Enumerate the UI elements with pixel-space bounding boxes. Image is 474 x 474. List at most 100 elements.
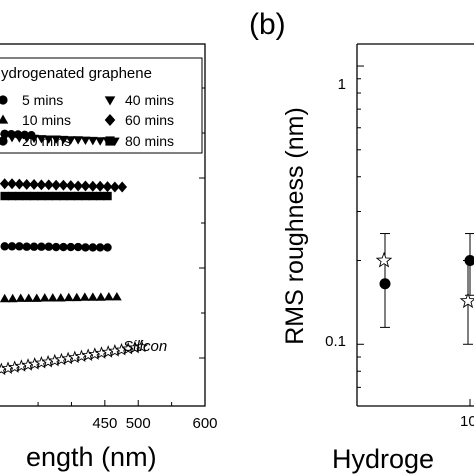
data-point — [110, 181, 120, 193]
data-point — [102, 137, 113, 146]
annotation-silicon: Silicon — [123, 338, 167, 355]
data-point — [51, 179, 61, 191]
data-point — [104, 291, 114, 301]
panel-a-y-ticks — [199, 87, 205, 359]
data-point — [36, 179, 47, 191]
data-point — [87, 292, 98, 301]
panel-b-series-circle — [379, 233, 474, 328]
data-point — [71, 292, 82, 302]
data-point — [20, 130, 29, 140]
panel-a-x-tick-label: 450 — [92, 415, 117, 432]
series-20-mins — [0, 242, 112, 252]
data-point — [95, 137, 105, 146]
data-point — [22, 242, 31, 251]
data-point — [65, 136, 76, 145]
panel-a-x-tick-labels: 450 500 600 — [92, 415, 217, 432]
legend-marker-40-mins — [104, 96, 116, 106]
data-point — [0, 242, 9, 251]
data-point — [51, 191, 61, 201]
legend-marker-60-mins — [104, 114, 116, 126]
data-point — [79, 292, 90, 301]
data-point — [110, 137, 120, 147]
data-point — [7, 178, 17, 190]
series-10-mins — [0, 291, 122, 303]
data-point — [59, 191, 68, 201]
panel-b-series-star — [375, 251, 474, 345]
data-point — [73, 180, 83, 192]
data-point — [23, 293, 34, 302]
data-point — [7, 129, 16, 139]
data-point — [27, 131, 36, 140]
series-5-mins — [0, 129, 36, 140]
data-point — [81, 191, 90, 201]
data-point — [7, 191, 17, 201]
legend-marker-10-mins — [0, 114, 9, 124]
data-point — [37, 191, 46, 201]
data-point — [31, 293, 42, 302]
data-point — [29, 178, 39, 190]
data-point — [29, 242, 39, 251]
data-point — [88, 243, 98, 252]
panel-a-x-tick-label: 600 — [192, 415, 217, 432]
panel-a-x-ticks — [37, 400, 206, 406]
legend-title: ydrogenated graphene — [1, 65, 152, 82]
legend-label-60-mins: 60 mins — [125, 112, 174, 128]
data-point — [7, 242, 17, 251]
data-point — [51, 242, 61, 252]
data-point — [44, 242, 53, 251]
data-point — [73, 136, 83, 145]
data-point — [36, 135, 47, 144]
legend-marker-5-mins — [0, 95, 8, 105]
data-point — [29, 191, 39, 201]
series-80-mins — [0, 191, 112, 201]
legend-label-10-mins: 10 mins — [22, 112, 71, 128]
data-point — [112, 291, 122, 301]
data-point — [87, 180, 98, 192]
data-point — [15, 191, 24, 201]
data-point — [73, 191, 83, 201]
panel-b-y-tick-label-1: 1 — [338, 76, 346, 93]
legend-label-5-mins: 5 mins — [22, 92, 63, 108]
data-point — [13, 130, 23, 139]
data-point — [103, 191, 112, 201]
data-point — [58, 135, 69, 145]
panel-b-x-tick-label-10: 10 — [460, 413, 474, 430]
data-point — [379, 278, 391, 290]
series-60-mins — [0, 178, 128, 193]
data-point — [66, 191, 75, 201]
data-point — [47, 293, 58, 302]
data-point — [73, 242, 83, 252]
data-point — [59, 242, 68, 252]
data-point — [63, 292, 74, 302]
data-point — [66, 242, 75, 252]
data-point — [43, 135, 54, 144]
legend-label-80-mins: 80 mins — [125, 133, 174, 149]
panel-a-plot-frame — [0, 43, 206, 407]
data-point — [22, 191, 31, 201]
panel-b-y-tick-label-0.1: 0.1 — [325, 333, 346, 350]
series-silicon — [0, 339, 149, 376]
panel-a-x-tick-label: 500 — [126, 415, 151, 432]
data-point — [44, 191, 53, 201]
data-point — [14, 178, 25, 190]
data-point — [7, 293, 18, 303]
data-point — [0, 293, 10, 303]
data-point — [96, 292, 106, 301]
data-point — [134, 339, 149, 353]
data-point — [0, 178, 10, 190]
panel-b-x-axis-label: Hydroge — [332, 444, 434, 474]
data-point — [65, 180, 76, 192]
panel-a-data-series — [0, 129, 149, 376]
legend-label-40-mins: 40 mins — [125, 92, 174, 108]
panel-b-y-axis-label: RMS roughness (nm) — [281, 107, 309, 345]
data-point — [58, 179, 69, 191]
data-point — [117, 181, 128, 193]
panel-b-roughness: (b) 1 0.1 10 RMS roughness (nm) Hydroge — [249, 8, 474, 474]
data-point — [81, 243, 90, 252]
data-point — [80, 136, 91, 145]
data-point — [39, 293, 50, 302]
data-point — [95, 180, 105, 192]
panel-b-data-series — [375, 233, 474, 345]
data-point — [95, 243, 105, 252]
